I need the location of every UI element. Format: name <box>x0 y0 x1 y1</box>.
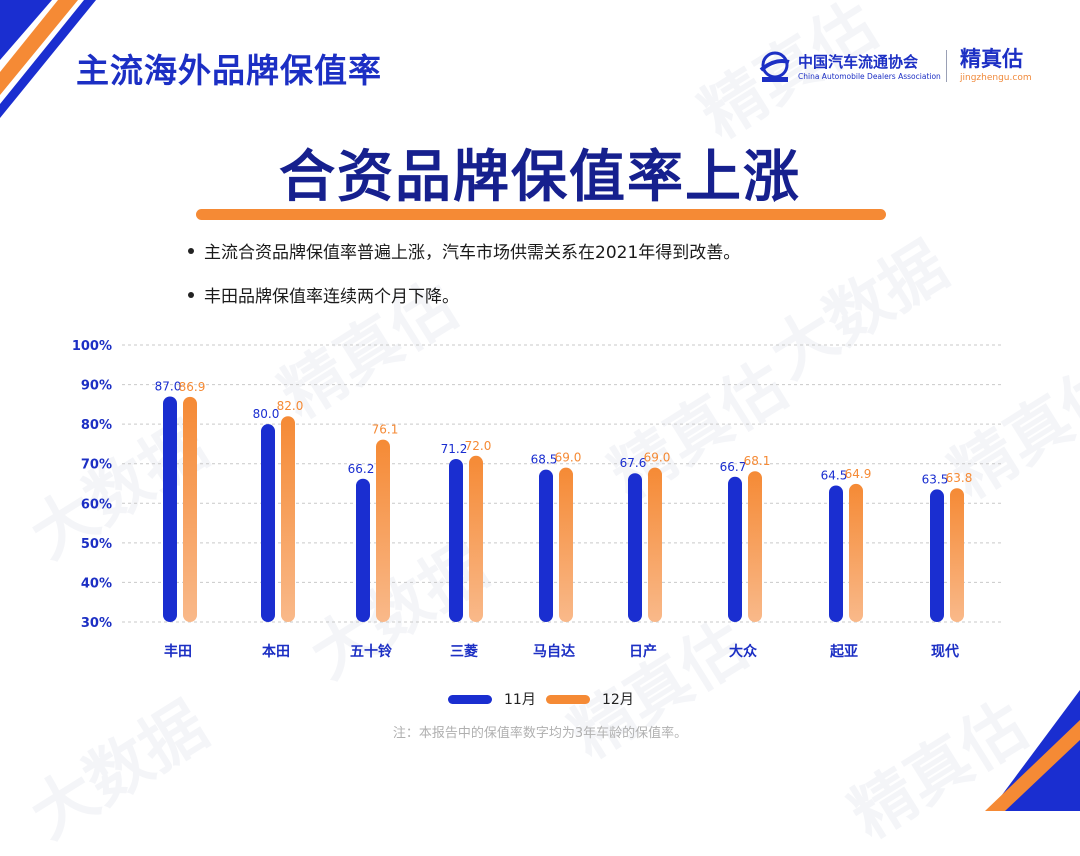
bar-nov <box>930 489 944 622</box>
bar-nov <box>829 485 843 622</box>
y-tick-label: 100% <box>72 339 112 354</box>
jzg-url: jingzhengu.com <box>960 73 1032 83</box>
x-tick-label: 五十铃 <box>350 643 392 660</box>
y-tick-label: 60% <box>81 497 112 512</box>
bar-nov <box>449 458 463 622</box>
legend-item-nov: 11月 <box>448 689 536 709</box>
y-tick-label: 80% <box>81 418 112 433</box>
jzg-name-cn: 精真估 <box>960 47 1023 71</box>
bar-dec <box>281 416 295 622</box>
x-tick-label: 三菱 <box>450 643 478 660</box>
bullet-dot-icon <box>188 248 194 254</box>
logo-divider <box>946 50 947 82</box>
bar-nov <box>628 473 642 622</box>
legend-item-dec: 12月 <box>546 689 634 709</box>
bar-dec <box>748 471 762 622</box>
x-tick-label: 丰田 <box>164 643 192 660</box>
data-label-nov: 63.5 <box>922 472 949 486</box>
data-label-nov: 68.5 <box>531 453 558 467</box>
data-label-dec: 69.0 <box>555 451 582 465</box>
caada-name-en: China Automobile Dealers Association <box>798 71 941 81</box>
bar-dec <box>183 396 197 622</box>
bar-nov <box>356 478 370 622</box>
caada-emblem-icon <box>759 51 790 82</box>
data-label-nov: 80.0 <box>253 407 280 421</box>
headline-underline <box>196 209 886 220</box>
data-label-dec: 69.0 <box>644 451 671 465</box>
data-label-nov: 87.0 <box>155 379 182 393</box>
data-label-dec: 82.0 <box>277 399 304 413</box>
y-tick-label: 70% <box>81 458 112 473</box>
legend-swatch-orange <box>546 694 590 704</box>
caada-logo: 中国汽车流通协会 China Automobile Dealers Associ… <box>758 47 941 87</box>
data-label-dec: 72.0 <box>465 439 492 453</box>
bullet-item: 丰田品牌保值率连续两个月下降。 <box>188 282 459 307</box>
corner-decoration <box>0 0 1080 811</box>
bar-nov <box>261 424 275 622</box>
headline: 合资品牌保值率上涨 <box>279 145 801 210</box>
bullet-item: 主流合资品牌保值率普遍上涨，汽车市场供需关系在2021年得到改善。 <box>188 238 740 263</box>
x-tick-label: 马自达 <box>533 643 575 660</box>
legend-label: 11月 <box>504 692 536 708</box>
data-label-nov: 71.2 <box>441 442 468 456</box>
bar-dec <box>648 467 662 622</box>
bullet-dot-icon <box>188 292 194 298</box>
data-label-dec: 68.1 <box>744 454 771 468</box>
chart-legend: 11月 12月 <box>0 689 1080 711</box>
data-label-dec: 63.8 <box>946 471 973 485</box>
page-title: 主流海外品牌保值率 <box>76 51 382 90</box>
footnote: 注：本报告中的保值率数字均为3年车龄的保值率。 <box>392 726 688 741</box>
data-label-dec: 76.1 <box>372 423 399 437</box>
bar-dec <box>559 467 573 622</box>
bar-dec <box>376 439 390 622</box>
data-label-nov: 66.2 <box>348 462 375 476</box>
y-tick-label: 90% <box>81 379 112 394</box>
residual-value-bar-chart: 30% 40% 50% 60% 70% 80% 90% 100% 87.086.9 丰田 80.08… <box>72 339 1003 660</box>
data-label-dec: 64.9 <box>845 467 872 481</box>
bullet-text: 主流合资品牌保值率普遍上涨，汽车市场供需关系在2021年得到改善。 <box>204 243 741 263</box>
y-tick-label: 30% <box>81 616 112 631</box>
x-tick-label: 起亚 <box>829 643 858 660</box>
data-label-nov: 66.7 <box>720 460 747 474</box>
bar-nov <box>539 469 553 622</box>
x-tick-label: 现代 <box>931 643 959 660</box>
x-tick-label: 大众 <box>729 643 757 660</box>
x-tick-label: 日产 <box>629 643 657 660</box>
jzg-logo: 精真估 jingzhengu.com <box>960 46 1032 84</box>
data-label-nov: 67.6 <box>620 456 647 470</box>
bar-nov <box>163 396 177 622</box>
bar-dec <box>950 488 964 622</box>
x-tick-label: 本田 <box>262 643 290 660</box>
caada-name-cn: 中国汽车流通协会 <box>798 52 919 71</box>
legend-label: 12月 <box>602 692 634 708</box>
y-tick-label: 40% <box>81 576 112 591</box>
y-tick-label: 50% <box>81 537 112 552</box>
bar-dec <box>469 455 483 622</box>
bar-dec <box>849 483 863 622</box>
legend-swatch-blue <box>448 694 492 704</box>
bar-nov <box>728 476 742 622</box>
data-label-nov: 64.5 <box>821 468 848 482</box>
data-label-dec: 86.9 <box>179 380 206 394</box>
bullet-text: 丰田品牌保值率连续两个月下降。 <box>204 287 459 307</box>
